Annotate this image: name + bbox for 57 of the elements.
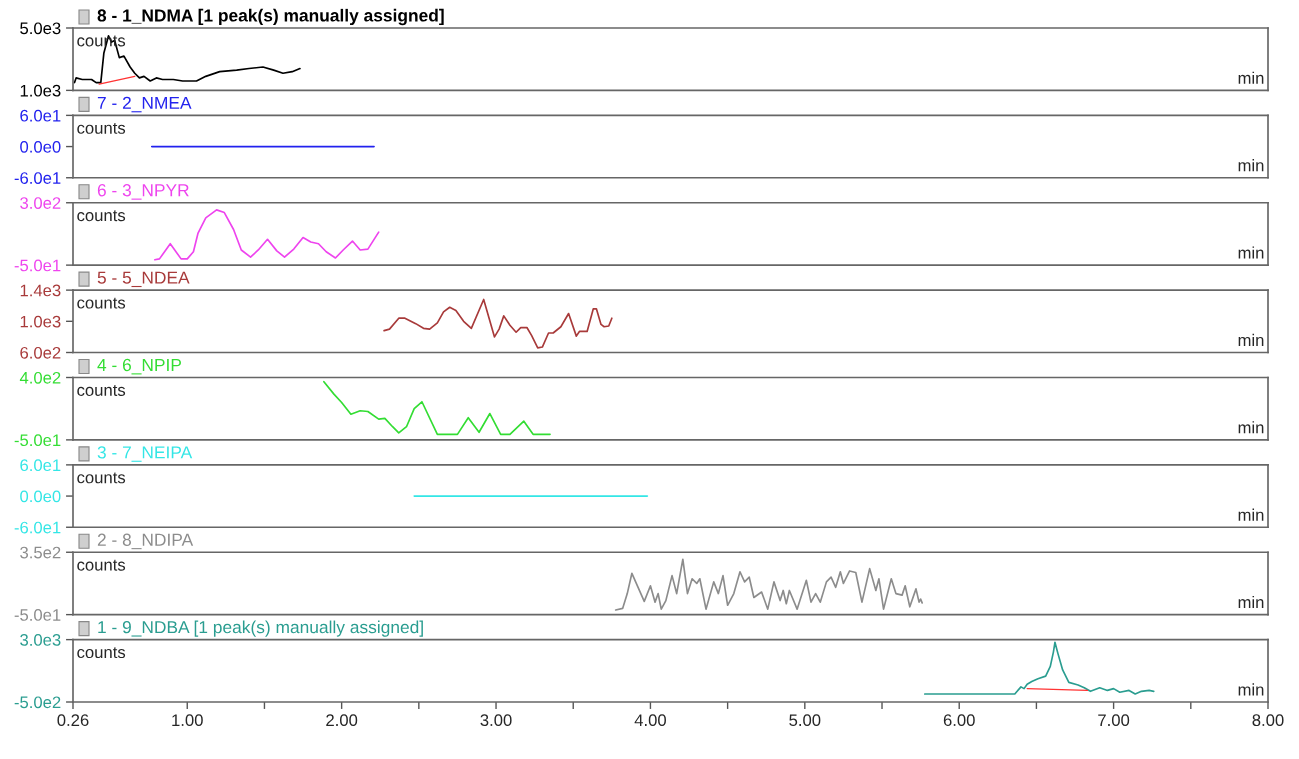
y-axis-title: counts [77, 647, 126, 659]
y-tick-label: 0.0e0 [20, 140, 61, 153]
y-tick-label: 6.0e1 [20, 109, 61, 122]
y-tick-label: -6.0e1 [14, 172, 61, 184]
line-series [614, 558, 923, 611]
line-series [923, 641, 1155, 695]
y-tick-label: 3.0e3 [20, 634, 61, 646]
x-tick-label: 1.00 [172, 714, 203, 727]
y-tick-label: -5.0e1 [14, 434, 61, 447]
x-tick-label: 4.00 [634, 714, 666, 727]
x-tick-label: 0.26 [57, 714, 89, 727]
y-tick-label: -5.0e1 [14, 259, 61, 272]
x-axis-title: min [1238, 333, 1264, 346]
y-tick-label: -5.0e2 [14, 696, 61, 709]
x-axis-title: min [1238, 595, 1264, 609]
x-axis-title: min [1238, 683, 1264, 696]
chart-title: 8 - 1_NDMA [1 peak(s) manually assigned] [97, 8, 444, 26]
y-axis-title: counts [77, 297, 126, 309]
chart-title: 2 - 8_NDIPA [97, 533, 194, 550]
x-tick-label: 3.00 [480, 714, 512, 727]
x-axis-title: min [1238, 71, 1264, 84]
line-series [73, 34, 301, 84]
y-tick-label: 6.0e1 [20, 459, 61, 472]
x-tick-label: 7.00 [1098, 714, 1130, 727]
line-series [383, 298, 613, 349]
chart-title: 1 - 9_NDBA [1 peak(s) manually assigned] [98, 620, 423, 637]
y-tick-label: 1.4e3 [20, 284, 61, 297]
y-tick-label: -6.0e1 [14, 521, 61, 534]
y-axis-title: counts [77, 472, 126, 484]
x-axis-title: min [1238, 421, 1264, 434]
x-axis-title: min [1238, 508, 1264, 521]
chart-title: 6 - 3_NPYR [97, 184, 189, 200]
x-axis-title: min [1238, 159, 1264, 172]
y-tick-label: 6.0e2 [20, 346, 61, 359]
chart-title: 7 - 2_NMEA [97, 96, 192, 113]
y-axis-title: counts [77, 559, 126, 571]
x-tick-label: 5.00 [789, 714, 821, 727]
y-axis-title: counts [77, 210, 126, 222]
y-tick-label: 1.0e3 [20, 84, 61, 97]
y-tick-label: -5.0e1 [14, 609, 61, 621]
x-axis-title: min [1238, 246, 1264, 259]
y-tick-label: 5.0e3 [20, 22, 61, 35]
y-tick-label: 4.0e2 [19, 371, 61, 384]
chart-title: 5 - 5_NDEA [97, 271, 190, 288]
y-axis-title: counts [77, 122, 126, 134]
y-tick-label: 3.5e2 [20, 546, 61, 559]
chart-title: 3 - 7_NEIPA [97, 446, 193, 462]
x-tick-label: 6.00 [943, 714, 975, 727]
y-tick-label: 3.0e2 [20, 197, 61, 209]
y-tick-label: 1.0e3 [20, 315, 61, 328]
y-tick-label: 0.0e0 [20, 490, 61, 503]
line-series [323, 380, 551, 436]
chart-title: 4 - 6_NPIP [97, 358, 181, 375]
line-series [153, 209, 380, 261]
x-tick-label: 8.00 [1252, 714, 1284, 727]
y-axis-title: counts [77, 385, 126, 396]
x-tick-label: 2.00 [326, 714, 358, 727]
